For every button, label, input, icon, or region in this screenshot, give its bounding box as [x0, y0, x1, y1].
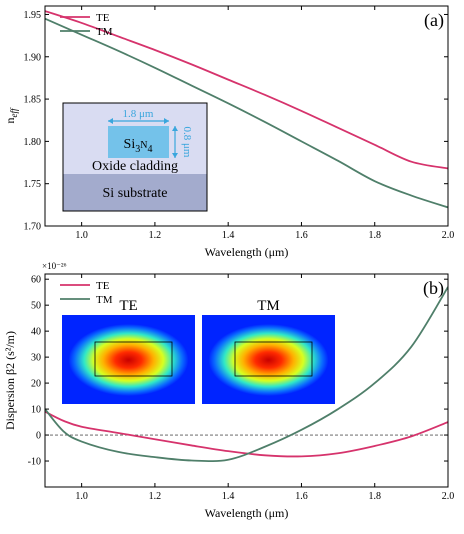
panel-label: (a)	[424, 10, 444, 31]
plot-frame	[44, 5, 449, 227]
x-tick-label: 1.2	[149, 230, 162, 241]
y-multiplier: ×10⁻²⁶	[42, 261, 67, 271]
si3n4-core	[108, 126, 169, 158]
y-tick-label: 0	[36, 431, 41, 442]
legend-label-tm: TM	[96, 294, 113, 306]
y-axis-label: neff	[3, 107, 19, 123]
y-tick-label: 50	[31, 301, 41, 312]
legend-label-tm: TM	[96, 26, 113, 38]
series-line-te	[45, 410, 448, 458]
series-line-tm	[45, 286, 448, 463]
series-line-te	[45, 10, 448, 170]
y-tick-label: 20	[31, 379, 41, 390]
y-tick-label: 10	[31, 405, 41, 416]
cladding-label: Oxide cladding	[92, 159, 178, 174]
height-label: 0.8 μm	[181, 127, 193, 158]
mode-profile-tm: TM	[202, 298, 335, 404]
y-tick-label: 1.75	[24, 179, 42, 190]
mode-label-te: TE	[119, 298, 137, 314]
x-tick-label: 1.6	[295, 491, 308, 502]
y-tick-label: -10	[28, 457, 41, 468]
x-tick-label: 1.0	[75, 230, 88, 241]
x-tick-label: 2.0	[442, 491, 455, 502]
y-tick-label: 1.95	[24, 10, 42, 21]
y-tick-label: 40	[31, 327, 41, 338]
mode-field	[208, 324, 329, 396]
x-tick-label: 1.2	[149, 491, 162, 502]
x-tick-label: 1.6	[295, 230, 308, 241]
y-tick-label: 1.80	[24, 137, 42, 148]
y-tick-label: 60	[31, 275, 41, 286]
x-tick-label: 1.8	[368, 230, 381, 241]
core-label: Si3N4	[124, 137, 153, 155]
series-line-tm	[45, 17, 448, 209]
x-tick-label: 1.4	[222, 491, 235, 502]
y-tick-label: 1.90	[24, 52, 42, 63]
mode-core-outline	[234, 341, 313, 377]
substrate-label: Si substrate	[103, 186, 168, 201]
inset-frame	[62, 102, 208, 212]
panel-b: TE TM 1.0 1.2 1.4 1.6 1.8 2.0 -10 0 10 20 30 40 50 60 Wa…	[3, 261, 454, 520]
y-tick-label: 1.85	[24, 95, 42, 106]
width-label: 1.8 μm	[123, 108, 154, 120]
y-tick-label: 30	[31, 353, 41, 364]
x-axis-label: Wavelength (μm)	[205, 506, 289, 520]
x-axis-label: Wavelength (μm)	[205, 245, 289, 259]
legend-label-te: TE	[96, 280, 110, 292]
x-tick-label: 1.8	[368, 491, 381, 502]
mode-label-tm: TM	[257, 298, 280, 314]
si-substrate-region	[63, 174, 207, 211]
mode-field	[68, 324, 189, 396]
y-tick-label: 1.70	[24, 222, 42, 233]
x-tick-label: 2.0	[442, 230, 455, 241]
x-tick-label: 1.0	[75, 491, 88, 502]
y-axis-label: Dispersion β2 (s²/m)	[3, 331, 17, 430]
mode-core-outline	[94, 341, 173, 377]
panel-label: (b)	[423, 278, 444, 299]
plot-frame	[44, 273, 449, 488]
mode-profile-te: TE	[62, 298, 195, 404]
legend-label-te: TE	[96, 12, 110, 24]
x-tick-label: 1.4	[222, 230, 235, 241]
